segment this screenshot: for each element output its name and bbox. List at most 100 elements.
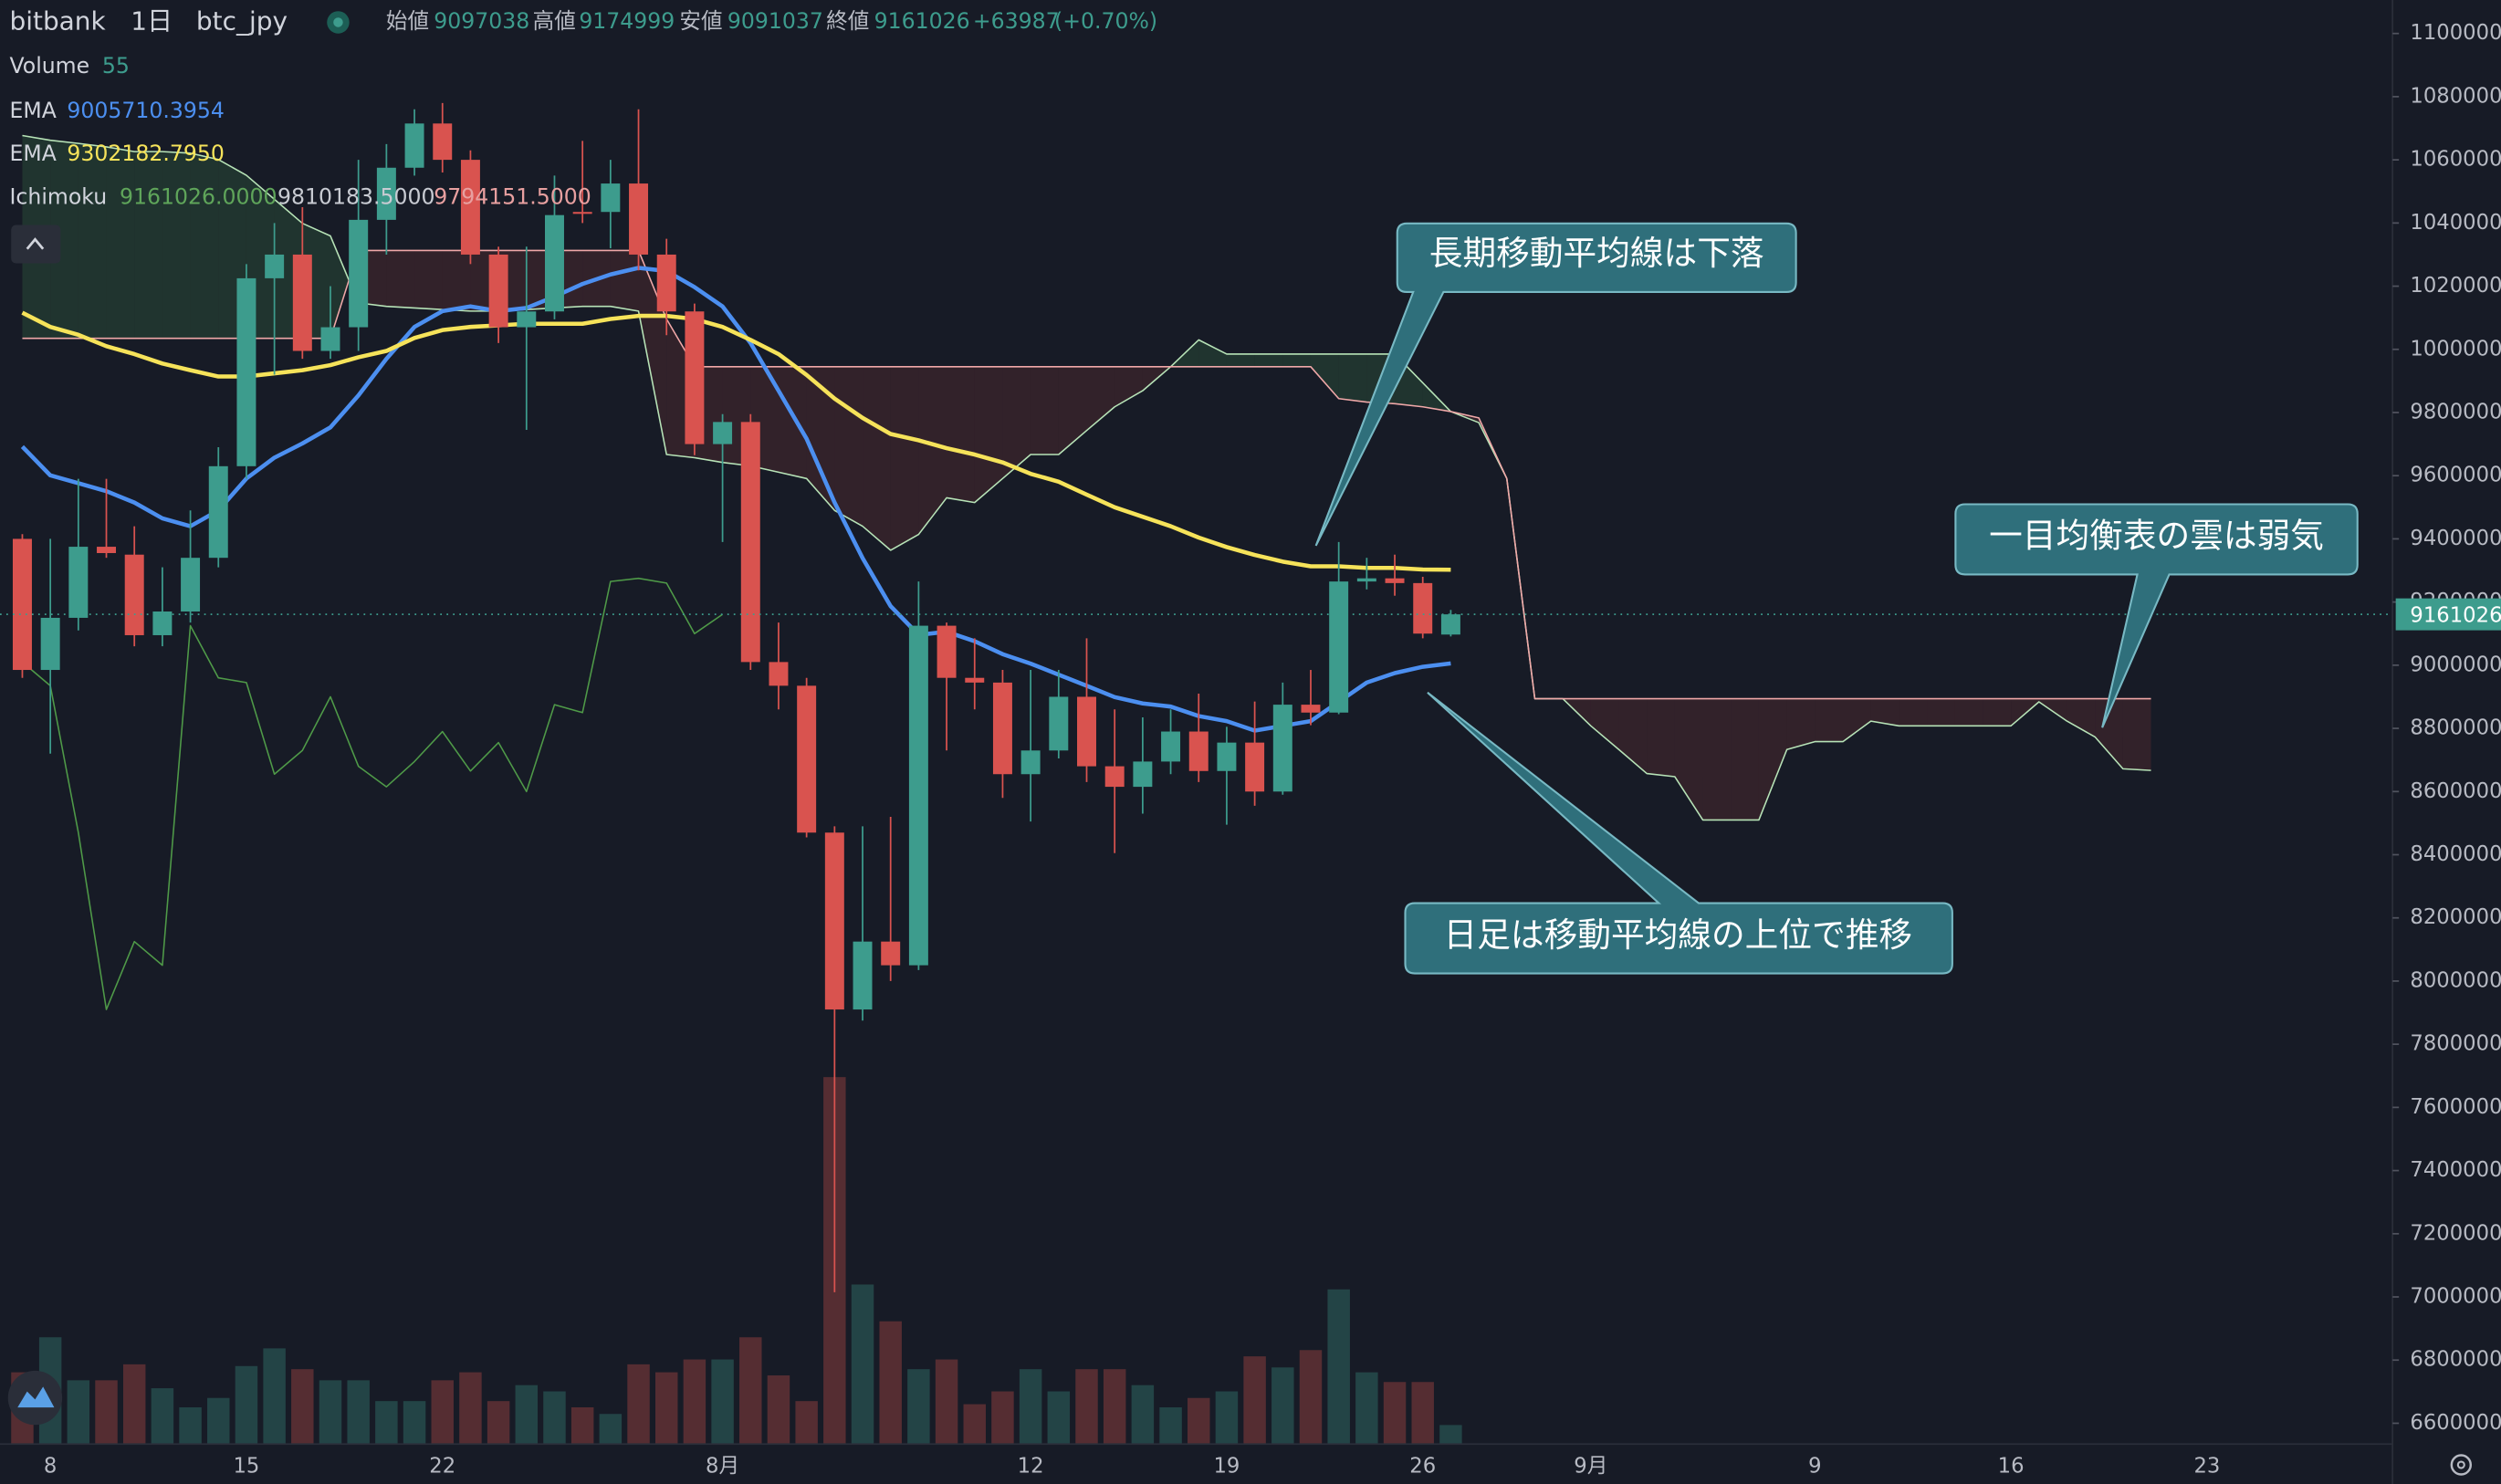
candle-body (1272, 705, 1292, 792)
legend-ema[interactable]: EMA (9, 98, 56, 123)
cloud-segment (106, 146, 135, 339)
logo-button[interactable] (7, 1370, 63, 1426)
volume-bar (95, 1380, 118, 1445)
cloud-segment (1058, 366, 1087, 455)
callout-text: 長期移動平均線は下落 (1429, 234, 1764, 273)
x-tick-label: 19 (1213, 1454, 1240, 1478)
candle-body (769, 662, 789, 686)
cloud-segment (974, 366, 1003, 503)
volume-bar (1103, 1369, 1126, 1445)
candle-body (992, 682, 1012, 775)
volume-bar (1439, 1425, 1462, 1445)
cloud-segment (778, 366, 807, 479)
gear-icon[interactable] (2450, 1454, 2473, 1476)
volume-bar (1411, 1382, 1434, 1445)
y-tick-label: 9800000 (2410, 400, 2501, 423)
cloud-segment (1815, 698, 1844, 742)
cloud-segment (1870, 698, 1899, 726)
cloud-segment (414, 250, 443, 310)
settings-button[interactable] (2450, 1454, 2473, 1476)
cloud-segment (1086, 366, 1115, 431)
y-tick-label: 7000000 (2410, 1285, 2501, 1309)
cloud-segment (1843, 698, 1871, 742)
logo-icon (17, 1386, 55, 1408)
legend-volume[interactable]: Volume (9, 53, 89, 78)
candle-body (797, 685, 817, 833)
x-tick-label: 16 (1998, 1454, 2025, 1478)
volume-bar (767, 1375, 790, 1445)
plot-area (0, 102, 2393, 1445)
pair: btc_jpy (196, 5, 288, 36)
legend-ema[interactable]: EMA (9, 141, 56, 166)
candle-body (1217, 742, 1237, 771)
cloud-segment (1198, 340, 1227, 367)
cloud-segment (1954, 698, 1983, 726)
candle-body (404, 123, 424, 168)
callout-text: 日足は移動平均線の上位で推移 (1444, 915, 1913, 955)
candle-body (1440, 614, 1460, 635)
x-tick-label: 9月 (1574, 1454, 1607, 1478)
volume-bar (207, 1397, 230, 1445)
button-bg[interactable] (11, 225, 61, 264)
candle-body (629, 183, 649, 255)
y-tick-label: 8600000 (2410, 779, 2501, 803)
interval[interactable]: 1日 (131, 5, 173, 36)
open-label: 始値 (386, 8, 429, 34)
candle-body (1161, 731, 1181, 762)
candle-body (713, 422, 733, 444)
cloud-segment (2122, 698, 2151, 771)
volume-bar (515, 1385, 539, 1445)
candle-body (908, 625, 928, 966)
y-tick-label: 10400000 (2410, 211, 2501, 235)
candle-body (965, 677, 985, 683)
volume-bar (1355, 1372, 1378, 1445)
cloud-segment (1983, 698, 2012, 726)
callout-box (1314, 222, 1797, 547)
candle-body (488, 254, 508, 328)
cloud-segment (1031, 366, 1059, 455)
cloud-segment (1338, 353, 1367, 402)
y-tick-label: 11000000 (2410, 21, 2501, 45)
cloud-segment (2067, 698, 2096, 737)
volume-bar (319, 1380, 342, 1445)
collapse-button[interactable] (11, 225, 61, 264)
low-value: 9091037 (727, 8, 823, 34)
candle-body (1245, 742, 1265, 792)
y-tick-label: 9400000 (2410, 527, 2501, 550)
ema-line (20, 266, 1451, 733)
low-label: 安値 (679, 8, 722, 34)
candle-body (881, 941, 901, 966)
logo-bg[interactable] (7, 1370, 63, 1426)
volume-bar (1075, 1369, 1098, 1445)
last-price-label: 9161026 (2410, 603, 2501, 627)
cloud-segment (610, 250, 639, 311)
open-value: 9097038 (434, 8, 529, 34)
volume-bar (1131, 1385, 1155, 1445)
cloud-segment (1226, 353, 1255, 367)
candle-body (152, 611, 173, 635)
volume-bar (235, 1365, 258, 1445)
volume-bar (263, 1348, 286, 1445)
x-tick-label: 12 (1018, 1454, 1044, 1478)
cloud-segment (834, 366, 863, 527)
legend-ichimoku[interactable]: Ichimoku (9, 183, 107, 209)
volume-bar (347, 1380, 370, 1445)
volume-bar (935, 1359, 958, 1445)
cloud-segment (638, 250, 667, 455)
candle-body (1385, 578, 1405, 583)
volume-bar (795, 1401, 818, 1445)
cloud-segment (1927, 698, 1955, 726)
close-value: 9161026 (874, 8, 970, 34)
candle-body (40, 617, 60, 671)
legend-ichimoku-value: 9161026.0000 (120, 183, 277, 209)
volume-bar (1383, 1382, 1407, 1445)
cloud-segment (162, 152, 191, 339)
high-value: 9174999 (579, 8, 675, 34)
candle-body (1301, 705, 1321, 713)
candle-body (1049, 696, 1069, 751)
cloud-segment (863, 366, 891, 550)
y-tick-label: 10200000 (2410, 274, 2501, 298)
change-pct: (+0.70%) (1054, 8, 1157, 34)
callout-box (1404, 691, 1953, 975)
